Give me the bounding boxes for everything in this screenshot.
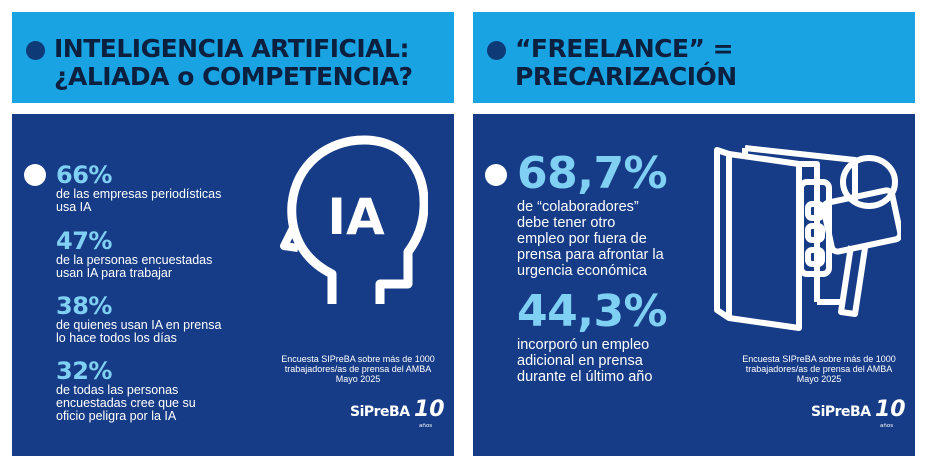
source-line: trabajadores/as de prensa del AMBA — [745, 364, 893, 374]
source-line: Encuesta SIPreBA sobre más de 1000 — [742, 354, 896, 364]
left-source: Encuesta SIPreBA sobre más de 1000 traba… — [274, 354, 442, 384]
newspaper-microphone-icon — [714, 145, 901, 331]
source-line: Mayo 2025 — [335, 374, 381, 384]
left-logo: SiPreBA 10 años — [350, 397, 450, 431]
right-source: Encuesta SIPreBA sobre más de 1000 traba… — [735, 354, 903, 384]
left-stat-3: 38% de quienes usan IA en prensa lo hace… — [56, 294, 286, 345]
left-header-dot — [26, 41, 45, 60]
right-bullet — [485, 164, 507, 186]
logo-name: SiPreBA — [811, 404, 871, 420]
logo-sub: años — [419, 423, 433, 429]
source-line: Mayo 2025 — [796, 374, 842, 384]
left-header: INTELIGENCIA ARTIFICIAL: ¿ALIADA o COMPE… — [12, 12, 454, 103]
source-line: Encuesta SIPreBA sobre más de 1000 — [281, 354, 435, 364]
right-logo: SiPreBA 10 años — [811, 397, 911, 431]
stat-value: 44,3% — [517, 286, 668, 337]
stat-text: de “colaboradores” debe tener otro emple… — [517, 199, 664, 279]
right-header-title: “FREELANCE” = PRECARIZACIÓN — [515, 34, 737, 91]
right-body: 68,7% de “colaboradores” debe tener otro… — [473, 114, 915, 456]
logo-number: 10 — [875, 397, 906, 422]
ai-icon-label: IA — [327, 188, 385, 246]
stat-value: 32% — [56, 357, 112, 385]
stat-value: 66% — [56, 161, 112, 189]
stat-value: 47% — [56, 227, 112, 255]
logo-sub: años — [880, 423, 894, 429]
left-stat-1: 66% de las empresas periodísticas usa IA — [56, 163, 286, 214]
logo-name: SiPreBA — [350, 404, 410, 420]
right-header-dot — [487, 41, 506, 60]
stat-text: de las empresas periodísticas usa IA — [56, 187, 222, 214]
left-body: 66% de las empresas periodísticas usa IA… — [12, 114, 454, 456]
stat-value: 68,7% — [517, 148, 668, 199]
logo-number: 10 — [414, 397, 445, 422]
ai-head-icon: IA — [280, 135, 428, 304]
stat-text: de todas las personas encuestadas cree q… — [56, 383, 196, 423]
stat-text: incorporó un empleo adicional en prensa … — [517, 337, 653, 385]
left-stat-4: 32% de todas las personas encuestadas cr… — [56, 359, 286, 423]
right-stat-1: 68,7% de “colaboradores” debe tener otro… — [517, 148, 732, 280]
right-stat-2: 44,3% incorporó un empleo adicional en p… — [517, 286, 732, 386]
stat-text: de la personas encuestadas usan IA para … — [56, 253, 213, 280]
left-bullet — [24, 164, 46, 186]
right-header: “FREELANCE” = PRECARIZACIÓN — [473, 12, 915, 103]
left-header-title: INTELIGENCIA ARTIFICIAL: ¿ALIADA o COMPE… — [54, 34, 413, 91]
stat-value: 38% — [56, 292, 112, 320]
left-stat-2: 47% de la personas encuestadas usan IA p… — [56, 229, 286, 280]
stat-text: de quienes usan IA en prensa lo hace tod… — [56, 318, 222, 345]
source-line: trabajadores/as de prensa del AMBA — [284, 364, 432, 374]
